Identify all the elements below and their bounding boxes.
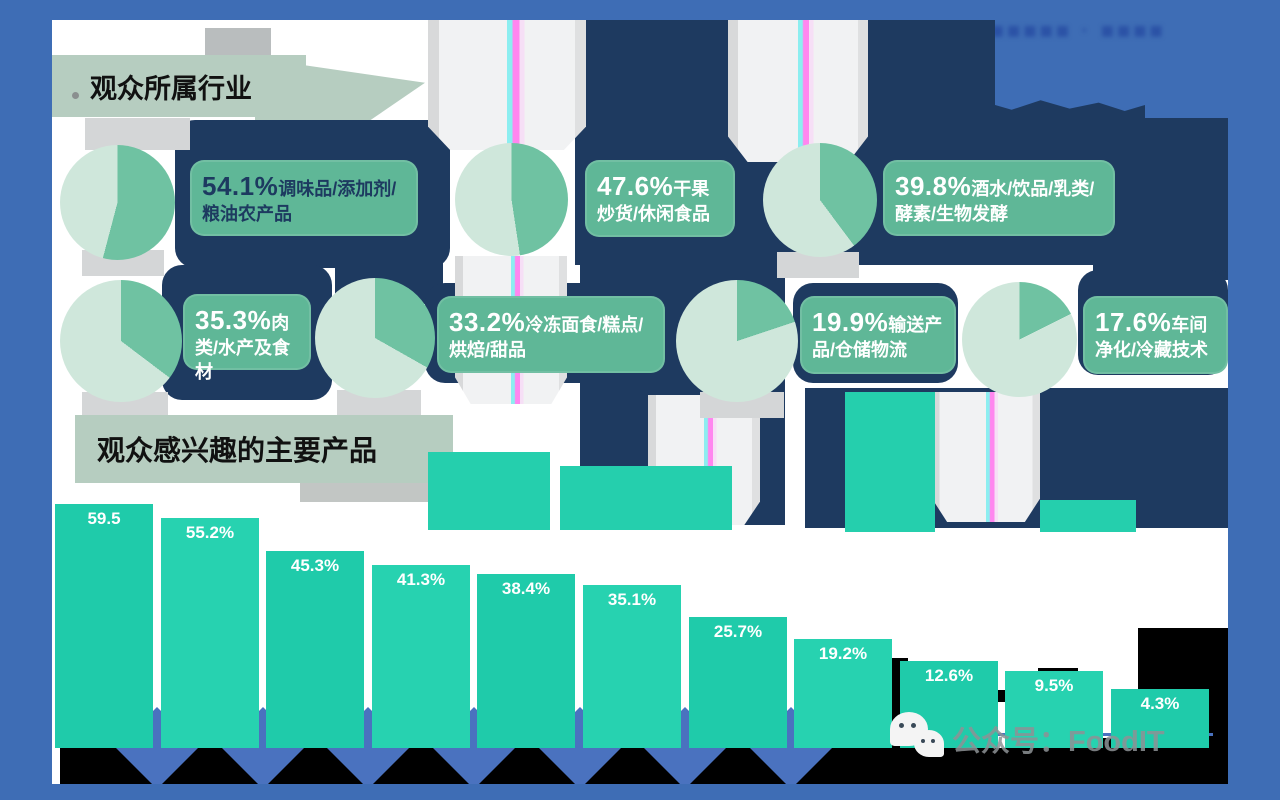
bar-4: 41.3% bbox=[372, 565, 470, 748]
bar-value-label: 35.1% bbox=[607, 590, 657, 609]
chip-pct: 33.2% bbox=[449, 307, 526, 337]
bar-7: 25.7% bbox=[689, 617, 787, 748]
watermark: 公众号：FoodIT bbox=[890, 708, 1220, 768]
chip-pct: 17.6% bbox=[1095, 307, 1172, 337]
column-3d bbox=[428, 20, 586, 150]
section-title-industry: 观众所属行业 bbox=[52, 55, 306, 117]
bar-value-label: 4.3% bbox=[1140, 694, 1180, 713]
bar-5: 38.4% bbox=[477, 574, 575, 748]
chip-label: 酒水/饮品/乳类/酵素/生物发酵 bbox=[895, 179, 1095, 225]
chip-beverage: 39.8%酒水/饮品/乳类/酵素/生物发酵 bbox=[883, 160, 1115, 236]
bar-value-label: 41.3% bbox=[396, 570, 446, 589]
chip-frozen: 33.2%冷冻面食/糕点/烘焙/甜品 bbox=[437, 296, 665, 373]
bar-1: 59.5 bbox=[55, 504, 153, 748]
bar-value-label: 25.7% bbox=[713, 622, 763, 641]
chip-label: 冷冻面食/糕点/烘焙/甜品 bbox=[449, 315, 644, 361]
glitch-teal bbox=[428, 452, 550, 530]
chip-label: 干果炒货/休闲食品 bbox=[597, 179, 711, 225]
slide-canvas: ■■■■ · ■■■■■ · ■■■■ 观众所属行业 bbox=[52, 20, 1228, 784]
chip-pct: 39.8% bbox=[895, 171, 972, 201]
chip-conveying: 19.9%输送产品/仓储物流 bbox=[800, 296, 956, 374]
chip-pct: 47.6% bbox=[597, 171, 674, 201]
chip-seasoning: 54.1%调味品/添加剂/粮油农产品 bbox=[190, 160, 418, 236]
bar-6: 35.1% bbox=[583, 585, 681, 748]
pie-chart-1 bbox=[60, 145, 175, 260]
bar-value-label: 19.2% bbox=[818, 644, 868, 663]
glitch-teal bbox=[1040, 500, 1136, 532]
pie-chart-2 bbox=[455, 143, 568, 256]
glitch-teal bbox=[560, 466, 732, 530]
pie-chart-3 bbox=[763, 143, 877, 257]
bar-value-label: 38.4% bbox=[501, 579, 551, 598]
wechat-icon-bubble2 bbox=[914, 730, 944, 757]
watermark-text: 公众号：FoodIT bbox=[952, 726, 1165, 758]
column-3d bbox=[932, 392, 1040, 522]
column-3d bbox=[728, 20, 868, 162]
chip-snacks: 47.6%干果炒货/休闲食品 bbox=[585, 160, 735, 237]
section-title-industry-text: 观众所属行业 bbox=[90, 73, 252, 105]
bar-2: 55.2% bbox=[161, 518, 259, 748]
bar-3: 45.3% bbox=[266, 551, 364, 748]
bar-value-label: 45.3% bbox=[290, 556, 340, 575]
bar-8: 19.2% bbox=[794, 639, 892, 748]
dot-artifact bbox=[72, 92, 79, 99]
bar-value-label: 12.6% bbox=[924, 666, 974, 685]
bar-11: 4.3% bbox=[1111, 689, 1209, 748]
chip-label: 输送产品/仓储物流 bbox=[812, 315, 943, 361]
pie-chart-7 bbox=[962, 282, 1077, 397]
chip-pct: 54.1% bbox=[202, 171, 279, 201]
chip-purification: 17.6%车间净化/冷藏技术 bbox=[1083, 296, 1228, 374]
chip-pct: 19.9% bbox=[812, 307, 889, 337]
chip-label: 调味品/添加剂/粮油农产品 bbox=[202, 179, 397, 225]
bar-value-label: 55.2% bbox=[185, 523, 235, 542]
chip-label: 车间净化/冷藏技术 bbox=[1095, 315, 1209, 361]
chip-pct: 35.3% bbox=[195, 305, 272, 335]
bar-10: 9.5% bbox=[1005, 671, 1103, 748]
pie-chart-6 bbox=[676, 280, 798, 402]
pie-chart-5 bbox=[315, 278, 435, 398]
navy-backdrop bbox=[1093, 118, 1228, 280]
glitch-teal bbox=[845, 392, 935, 532]
bar-chart: 59.5 55.2% 45.3% 41.3% 38.4% 35.1% 25.7% 19.2% 1… bbox=[52, 20, 1228, 784]
section-title-products: 观众感兴趣的主要产品 bbox=[75, 415, 453, 483]
chip-meat: 35.3%肉类/水产及食材 bbox=[183, 294, 311, 382]
pie-chart-4 bbox=[60, 280, 182, 402]
column-3d bbox=[85, 118, 190, 150]
chip-label: 肉类/水产及食材 bbox=[195, 313, 291, 383]
bar-value-label: 59.5 bbox=[87, 509, 121, 528]
section-title-products-text: 观众感兴趣的主要产品 bbox=[97, 434, 378, 467]
bar-value-label: 9.5% bbox=[1034, 676, 1074, 695]
